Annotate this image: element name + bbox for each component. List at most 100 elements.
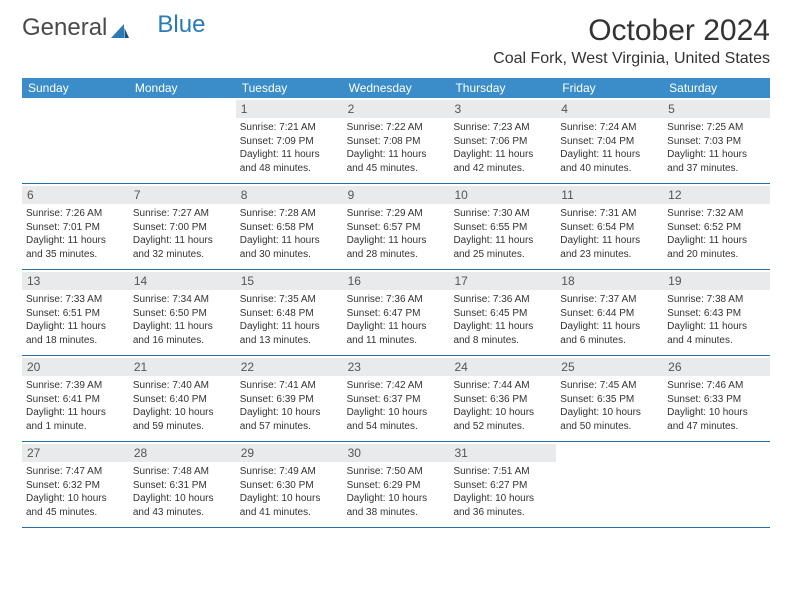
day1-text: Daylight: 11 hours [133,320,232,334]
day-number: 1 [236,100,343,118]
day2-text: and 23 minutes. [560,248,659,262]
sunset-text: Sunset: 6:47 PM [347,307,446,321]
day1-text: Daylight: 10 hours [453,406,552,420]
brand-logo: General Blue [22,14,205,42]
day1-text: Daylight: 10 hours [347,406,446,420]
day1-text: Daylight: 10 hours [667,406,766,420]
day2-text: and 41 minutes. [240,506,339,520]
day2-text: and 47 minutes. [667,420,766,434]
sunrise-text: Sunrise: 7:27 AM [133,207,232,221]
day-cell: 3Sunrise: 7:23 AMSunset: 7:06 PMDaylight… [449,98,556,184]
sunrise-text: Sunrise: 7:26 AM [26,207,125,221]
sunrise-text: Sunrise: 7:36 AM [453,293,552,307]
day2-text: and 6 minutes. [560,334,659,348]
day1-text: Daylight: 10 hours [133,406,232,420]
day-number: 2 [343,100,450,118]
sunrise-text: Sunrise: 7:23 AM [453,121,552,135]
day2-text: and 4 minutes. [667,334,766,348]
sunrise-text: Sunrise: 7:34 AM [133,293,232,307]
day-cell: 5Sunrise: 7:25 AMSunset: 7:03 PMDaylight… [663,98,770,184]
day1-text: Daylight: 11 hours [560,148,659,162]
day-cell: 7Sunrise: 7:27 AMSunset: 7:00 PMDaylight… [129,184,236,270]
title-block: October 2024 Coal Fork, West Virginia, U… [493,14,770,68]
day-number: 11 [556,186,663,204]
day2-text: and 25 minutes. [453,248,552,262]
week-row: 13Sunrise: 7:33 AMSunset: 6:51 PMDayligh… [22,270,770,356]
day-number: 30 [343,444,450,462]
day-cell: 21Sunrise: 7:40 AMSunset: 6:40 PMDayligh… [129,356,236,442]
day1-text: Daylight: 11 hours [133,234,232,248]
day2-text: and 57 minutes. [240,420,339,434]
day-cell: 30Sunrise: 7:50 AMSunset: 6:29 PMDayligh… [343,442,450,528]
sunrise-text: Sunrise: 7:45 AM [560,379,659,393]
sunrise-text: Sunrise: 7:44 AM [453,379,552,393]
sunrise-text: Sunrise: 7:41 AM [240,379,339,393]
sunset-text: Sunset: 6:32 PM [26,479,125,493]
day-number: 23 [343,358,450,376]
day-cell-empty [22,98,129,184]
week-row: 27Sunrise: 7:47 AMSunset: 6:32 PMDayligh… [22,442,770,528]
sunrise-text: Sunrise: 7:36 AM [347,293,446,307]
sunset-text: Sunset: 7:09 PM [240,135,339,149]
day2-text: and 30 minutes. [240,248,339,262]
day-number: 13 [22,272,129,290]
sunset-text: Sunset: 6:52 PM [667,221,766,235]
week-row: 1Sunrise: 7:21 AMSunset: 7:09 PMDaylight… [22,98,770,184]
day-number: 25 [556,358,663,376]
day-cell: 1Sunrise: 7:21 AMSunset: 7:09 PMDaylight… [236,98,343,184]
day2-text: and 48 minutes. [240,162,339,176]
day-cell: 23Sunrise: 7:42 AMSunset: 6:37 PMDayligh… [343,356,450,442]
sunset-text: Sunset: 6:48 PM [240,307,339,321]
day-cell: 18Sunrise: 7:37 AMSunset: 6:44 PMDayligh… [556,270,663,356]
sunrise-text: Sunrise: 7:25 AM [667,121,766,135]
sunset-text: Sunset: 7:04 PM [560,135,659,149]
day-number: 6 [22,186,129,204]
day-cell-empty [663,442,770,528]
day-cell: 13Sunrise: 7:33 AMSunset: 6:51 PMDayligh… [22,270,129,356]
day-cell: 29Sunrise: 7:49 AMSunset: 6:30 PMDayligh… [236,442,343,528]
day2-text: and 40 minutes. [560,162,659,176]
day-number: 14 [129,272,236,290]
day-cell: 20Sunrise: 7:39 AMSunset: 6:41 PMDayligh… [22,356,129,442]
location-text: Coal Fork, West Virginia, United States [493,50,770,68]
sunrise-text: Sunrise: 7:29 AM [347,207,446,221]
day1-text: Daylight: 11 hours [347,234,446,248]
day1-text: Daylight: 11 hours [26,406,125,420]
sunrise-text: Sunrise: 7:40 AM [133,379,232,393]
sunset-text: Sunset: 6:30 PM [240,479,339,493]
day2-text: and 11 minutes. [347,334,446,348]
sunrise-text: Sunrise: 7:30 AM [453,207,552,221]
sunrise-text: Sunrise: 7:33 AM [26,293,125,307]
month-title: October 2024 [493,14,770,48]
sunset-text: Sunset: 6:41 PM [26,393,125,407]
day-cell: 2Sunrise: 7:22 AMSunset: 7:08 PMDaylight… [343,98,450,184]
day2-text: and 20 minutes. [667,248,766,262]
day2-text: and 59 minutes. [133,420,232,434]
day-number: 31 [449,444,556,462]
calendar-grid: SundayMondayTuesdayWednesdayThursdayFrid… [22,78,770,528]
sunset-text: Sunset: 6:37 PM [347,393,446,407]
sunset-text: Sunset: 6:33 PM [667,393,766,407]
day2-text: and 52 minutes. [453,420,552,434]
sunrise-text: Sunrise: 7:48 AM [133,465,232,479]
week-row: 6Sunrise: 7:26 AMSunset: 7:01 PMDaylight… [22,184,770,270]
sunset-text: Sunset: 6:58 PM [240,221,339,235]
sunrise-text: Sunrise: 7:28 AM [240,207,339,221]
day-cell: 31Sunrise: 7:51 AMSunset: 6:27 PMDayligh… [449,442,556,528]
day2-text: and 45 minutes. [26,506,125,520]
sunset-text: Sunset: 6:40 PM [133,393,232,407]
sunrise-text: Sunrise: 7:47 AM [26,465,125,479]
sunset-text: Sunset: 6:57 PM [347,221,446,235]
sunrise-text: Sunrise: 7:31 AM [560,207,659,221]
dow-cell: Saturday [663,78,770,98]
day1-text: Daylight: 10 hours [26,492,125,506]
day-number: 5 [663,100,770,118]
day-cell: 25Sunrise: 7:45 AMSunset: 6:35 PMDayligh… [556,356,663,442]
sunrise-text: Sunrise: 7:39 AM [26,379,125,393]
day2-text: and 18 minutes. [26,334,125,348]
day-cell: 6Sunrise: 7:26 AMSunset: 7:01 PMDaylight… [22,184,129,270]
day-number: 7 [129,186,236,204]
sunset-text: Sunset: 6:31 PM [133,479,232,493]
sunset-text: Sunset: 6:35 PM [560,393,659,407]
day-cell: 4Sunrise: 7:24 AMSunset: 7:04 PMDaylight… [556,98,663,184]
